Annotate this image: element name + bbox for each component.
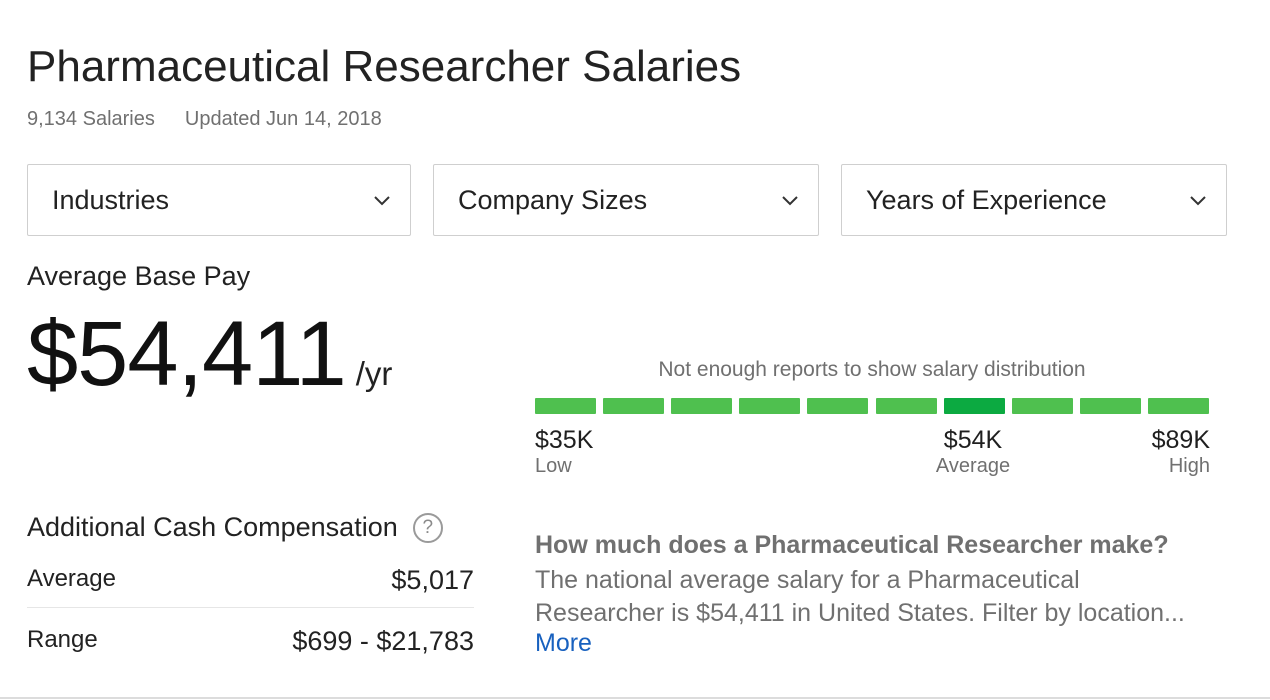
years-of-experience-dropdown-label: Years of Experience [866, 184, 1107, 215]
pay-period: /yr [355, 355, 393, 392]
distribution-segment [1011, 398, 1073, 414]
high-label: High [1168, 454, 1210, 477]
distribution-note: Not enough reports to show salary distri… [658, 358, 1086, 381]
additional-cash-range-label: Range [27, 626, 98, 653]
low-marker: $35K Low [535, 426, 594, 477]
high-marker: $89K High [1151, 426, 1210, 477]
updated-date: Updated Jun 14, 2018 [184, 108, 382, 130]
page-meta: 9,134 Salaries Updated Jun 14, 2018 [27, 108, 382, 131]
average-value: $54K [943, 426, 1003, 454]
low-value: $35K [535, 426, 594, 454]
distribution-segment [603, 398, 665, 414]
average-marker: $54K Average [935, 426, 1011, 477]
faq-answer: The national average salary for a Pharma… [535, 566, 1185, 627]
salary-distribution-bar [535, 398, 1209, 414]
row-divider [27, 607, 474, 608]
company-sizes-dropdown[interactable]: Company Sizes [433, 164, 819, 236]
page-title: Pharmaceutical Researcher Salaries [27, 42, 742, 91]
distribution-segment [875, 398, 937, 414]
average-label: Average [935, 454, 1011, 477]
chevron-down-icon [1190, 196, 1206, 206]
chevron-down-icon [782, 196, 798, 206]
chevron-down-icon [374, 196, 390, 206]
industries-dropdown[interactable]: Industries [27, 164, 411, 236]
question-circle-icon[interactable]: ? [412, 512, 443, 543]
average-base-pay-value: $54,411 [27, 303, 347, 405]
distribution-segment [535, 398, 597, 414]
average-base-pay-label: Average Base Pay [27, 261, 251, 291]
average-base-pay: $54,411 /yr [27, 308, 392, 400]
more-link[interactable]: More [535, 629, 592, 657]
salaries-count: 9,134 Salaries [27, 108, 155, 130]
distribution-segment [1147, 398, 1209, 414]
company-sizes-dropdown-label: Company Sizes [458, 184, 648, 215]
additional-cash-range-row: Range $699 - $21,783 [27, 626, 474, 657]
low-label: Low [535, 454, 572, 477]
additional-cash-average-label: Average [27, 565, 116, 592]
distribution-segment [739, 398, 801, 414]
bottom-divider [0, 697, 1270, 699]
years-of-experience-dropdown[interactable]: Years of Experience [841, 164, 1227, 236]
additional-cash-title: Additional Cash Compensation [27, 512, 398, 542]
additional-cash-compensation: Additional Cash Compensation ? [27, 512, 443, 543]
additional-cash-average-row: Average $5,017 [27, 565, 474, 596]
distribution-segment [807, 398, 869, 414]
distribution-segment-average [943, 398, 1005, 414]
distribution-segment [671, 398, 733, 414]
faq-question: How much does a Pharmaceutical Researche… [535, 531, 1169, 559]
industries-dropdown-label: Industries [52, 184, 170, 215]
additional-cash-range-value: $699 - $21,783 [292, 626, 474, 656]
distribution-segment [1079, 398, 1141, 414]
additional-cash-average-value: $5,017 [391, 565, 474, 595]
high-value: $89K [1151, 426, 1210, 454]
